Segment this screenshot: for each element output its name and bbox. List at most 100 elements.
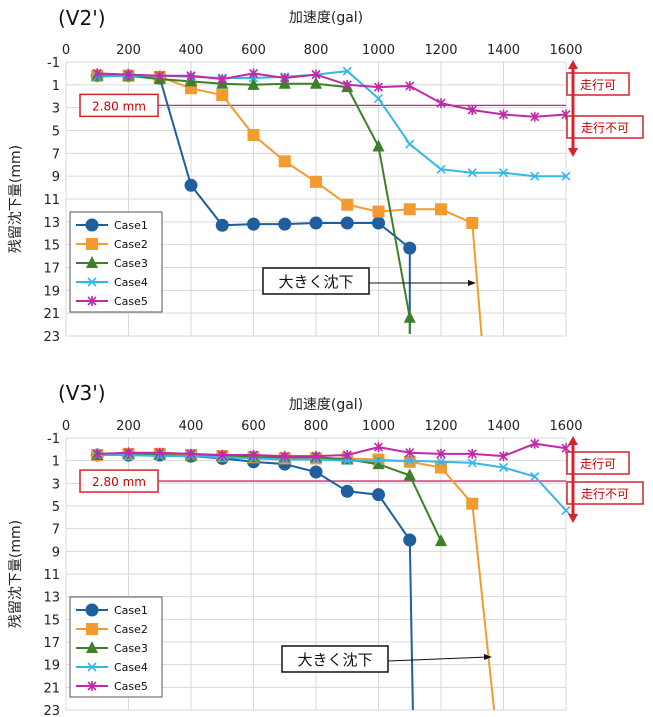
data-point xyxy=(311,69,321,80)
range-arrow-head-up xyxy=(568,60,578,69)
y-tick-label: 5 xyxy=(52,125,60,140)
data-point xyxy=(435,534,447,547)
series-case5 xyxy=(92,68,571,122)
data-point xyxy=(373,442,384,453)
y-tick-label: 11 xyxy=(43,568,60,583)
x-tick-label: 1000 xyxy=(362,419,395,434)
data-point xyxy=(341,198,354,211)
y-tick-label: 17 xyxy=(43,262,60,277)
data-point xyxy=(342,79,352,90)
y-tick-label: 21 xyxy=(43,681,60,696)
annot-ok-label: 走行可 xyxy=(580,457,616,471)
data-point xyxy=(403,310,416,323)
legend-marker xyxy=(86,641,98,653)
data-point xyxy=(278,217,292,231)
y-tick-label: 13 xyxy=(43,591,60,606)
data-point xyxy=(530,111,540,122)
y-tick-label: 21 xyxy=(43,307,60,322)
data-point xyxy=(184,178,198,192)
y-tick-label: 1 xyxy=(52,79,60,94)
legend-marker xyxy=(87,296,97,306)
data-point xyxy=(405,139,415,149)
panel-label: (V3') xyxy=(58,381,106,405)
annot-ok-box xyxy=(566,72,630,96)
data-point xyxy=(435,461,447,474)
y-tick-label: 7 xyxy=(52,523,60,538)
series-line xyxy=(97,72,567,118)
chart-panel-2: 0 200 400 600 800 1000 1200 1400 1600-1135791113… xyxy=(8,381,644,717)
range-arrow-head-down xyxy=(568,148,578,157)
annot-ok-box xyxy=(566,451,630,475)
y-tick-label: 23 xyxy=(43,330,60,345)
x-tick-label: 1200 xyxy=(424,419,457,434)
y-tick-label: 7 xyxy=(52,147,60,162)
y-tick-label: 15 xyxy=(43,239,60,254)
data-point xyxy=(405,447,415,458)
y-tick-label: 13 xyxy=(43,216,60,231)
y-tick-label: 5 xyxy=(52,500,60,515)
data-point xyxy=(498,451,509,462)
data-point xyxy=(403,455,416,468)
callout-arrow-head xyxy=(484,654,492,660)
data-point xyxy=(309,465,323,479)
y-tick-label: 19 xyxy=(43,659,60,674)
data-point xyxy=(467,168,477,178)
data-point xyxy=(123,447,134,458)
data-point xyxy=(280,451,290,462)
x-tick-label: 1400 xyxy=(487,43,520,58)
data-point xyxy=(436,457,446,467)
legend-label: Case2 xyxy=(114,623,148,636)
legend-label: Case1 xyxy=(114,219,148,232)
x-tick-label: 0 xyxy=(62,419,70,434)
data-point xyxy=(123,69,134,80)
data-point xyxy=(403,468,416,481)
data-point xyxy=(372,457,385,470)
data-point xyxy=(373,456,384,466)
data-point xyxy=(280,72,290,83)
callout-arrow xyxy=(387,656,489,662)
data-point xyxy=(310,76,322,89)
data-point xyxy=(403,533,417,547)
data-point xyxy=(92,448,102,459)
x-tick-label: 400 xyxy=(179,43,204,58)
legend-marker xyxy=(85,603,99,617)
legend-marker xyxy=(86,623,98,635)
x-tick-label: 200 xyxy=(116,43,141,58)
threshold-label: 2.80 mm xyxy=(92,475,146,489)
data-point xyxy=(217,450,227,460)
legend-label: Case4 xyxy=(114,661,148,674)
legend-label: Case3 xyxy=(114,642,148,655)
series-line xyxy=(97,452,442,542)
legend: Case1 Case2 Case3 Case4 Case5 xyxy=(69,211,163,313)
annot-ng-box xyxy=(566,481,644,505)
y-tick-label: 23 xyxy=(43,704,60,717)
data-point xyxy=(498,168,509,178)
data-point xyxy=(373,82,384,93)
x-tick-label: 1200 xyxy=(424,43,457,58)
annot-ng-label: 走行不可 xyxy=(581,121,629,135)
threshold-label-box xyxy=(79,469,159,493)
data-point xyxy=(405,456,415,466)
data-point xyxy=(155,70,165,81)
y-tick-label: 3 xyxy=(52,102,60,117)
x-axis-title: 加速度(gal) xyxy=(289,397,363,413)
legend-marker xyxy=(86,238,98,250)
x-tick-label: 1600 xyxy=(549,43,582,58)
y-axis-title: 残留沈下量(mm) xyxy=(8,520,24,628)
data-point xyxy=(248,450,259,460)
annot-ng-label: 走行不可 xyxy=(581,487,629,501)
data-point xyxy=(310,175,322,188)
legend-marker xyxy=(87,277,97,287)
data-point xyxy=(340,216,354,230)
data-point xyxy=(186,448,196,459)
legend-marker xyxy=(87,662,97,672)
chart-panel-1: 0 200 400 600 800 1000 1200 1400 1600-1135791113… xyxy=(8,6,644,345)
series-case5 xyxy=(92,438,571,462)
data-point xyxy=(217,74,227,85)
data-point xyxy=(342,450,352,460)
data-point xyxy=(311,451,321,462)
x-tick-label: 1400 xyxy=(487,419,520,434)
y-tick-label: 17 xyxy=(43,636,60,651)
y-tick-label: 15 xyxy=(43,613,60,628)
data-point xyxy=(466,216,479,229)
